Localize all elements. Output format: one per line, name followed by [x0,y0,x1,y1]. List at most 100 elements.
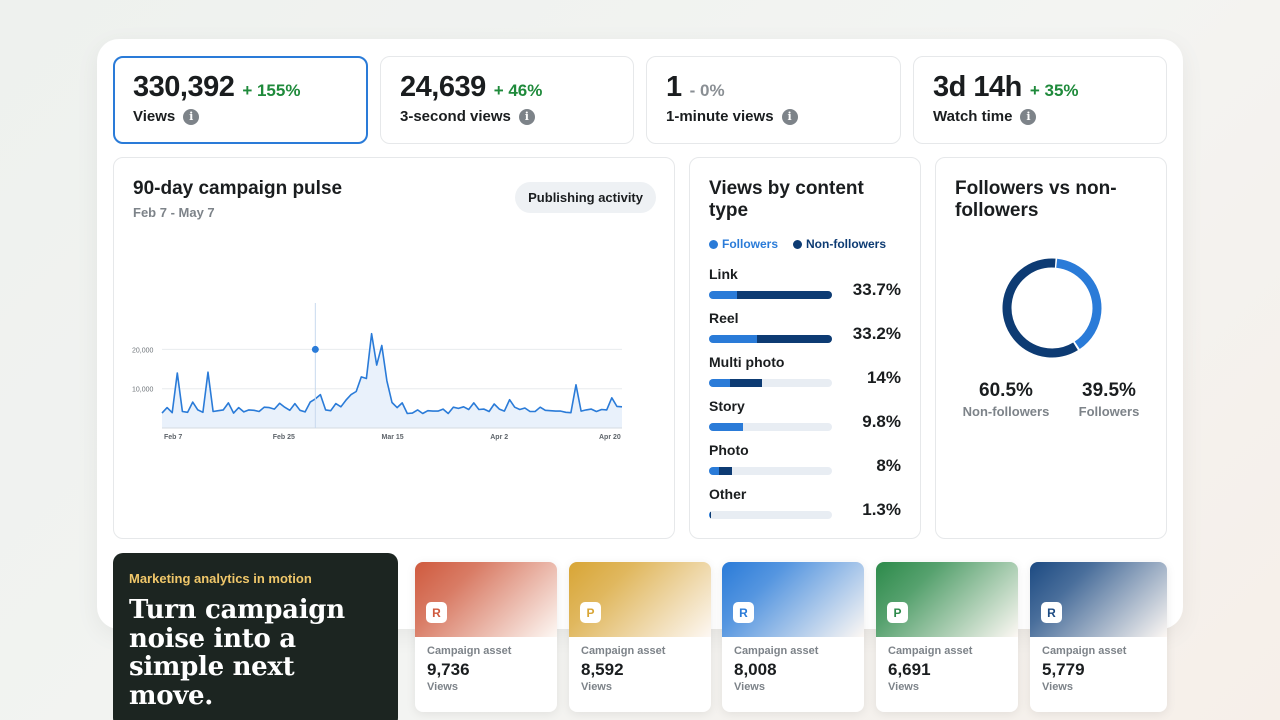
non-followers-segment [729,379,762,387]
stat-value: 60.5% [979,380,1033,401]
asset-kind: Campaign asset [888,645,973,657]
kpi-card-1-minute-views[interactable]: 1 - 0% 1-minute views i [646,56,901,144]
info-icon[interactable]: i [781,108,798,125]
content-type-row[interactable]: Story 9.8% [709,398,901,442]
kpi-label: Views [133,108,176,125]
kpi-value: 1 [666,71,682,103]
content-type-row[interactable]: Reel 33.2% [709,310,901,354]
share-bar [709,511,832,519]
content-type-panel: Views by content type Followers Non-foll… [689,157,921,539]
campaign-asset-card[interactable]: R Campaign asset 9,736 Views [415,562,557,712]
content-type-rows: Link 33.7% Reel 33.2% Multi photo 14% Story 9.8… [709,266,901,530]
asset-views-unit: Views [734,681,765,693]
asset-type-badge: R [426,602,447,623]
kpi-delta: + 35% [1029,81,1079,100]
followers-segment [709,379,730,387]
analytics-dashboard: 330,392 + 155% Views i 24,639 + 46% 3-se… [97,39,1183,629]
asset-views: 8,592 [581,660,624,679]
kpi-card-3-second-views[interactable]: 24,639 + 46% 3-second views i [380,56,634,144]
x-tick-label: Apr 20 [599,434,621,441]
info-icon[interactable]: i [518,108,535,125]
y-tick-label: 10,000 [132,387,154,394]
followers-segment [709,291,738,299]
campaign-pulse-panel: 90-day campaign pulse Feb 7 - May 7 Publ… [113,157,675,539]
asset-views: 9,736 [427,660,470,679]
x-tick-label: Mar 15 [382,434,404,441]
info-icon[interactable]: i [1020,108,1037,125]
kpi-value: 330,392 [133,71,235,103]
campaign-asset-card[interactable]: P Campaign asset 8,592 Views [569,562,711,712]
kpi-card-watch-time[interactable]: 3d 14h + 35% Watch time i [913,56,1167,144]
followers-segment [709,467,719,475]
followers-segment [709,511,711,519]
series-area [162,333,622,428]
campaign-pulse-line-chart[interactable]: 10,000 20,000 Feb 7 Feb 25 Mar 15 Apr 2 Apr 20 [132,303,652,458]
kpi-card-views[interactable]: 330,392 + 155% Views i [113,56,368,144]
stat-label: Followers [1078,404,1140,419]
content-type-row[interactable]: Photo 8% [709,442,901,486]
series-line [161,332,623,415]
chart-legend: Followers Non-followers [709,237,901,251]
content-type-row[interactable]: Multi photo 14% [709,354,901,398]
legend-label: Non-followers [806,237,887,251]
share-bar [709,291,832,299]
info-icon[interactable]: i [183,108,200,125]
publishing-activity-toggle[interactable]: Publishing activity [515,182,656,213]
followers-segment [709,335,757,343]
asset-thumbnail: P [569,562,711,637]
content-type-label: Multi photo [709,354,785,370]
asset-kind: Campaign asset [427,645,512,657]
non-followers-slice[interactable] [1002,258,1102,358]
share-bar [709,335,832,343]
asset-type-badge: P [887,602,908,623]
stat-followers: 39.5% Followers [1079,380,1140,419]
campaign-asset-card[interactable]: P Campaign asset 6,691 Views [876,562,1018,712]
non-followers-segment [756,335,832,343]
content-type-percent: 33.2% [852,324,901,343]
asset-views: 6,691 [888,660,931,679]
stat-non-followers: 60.5% Non-followers [963,380,1050,419]
campaign-asset-card[interactable]: R Campaign asset 5,779 Views [1030,562,1167,712]
content-type-percent: 1.3% [862,500,901,519]
y-tick-label: 20,000 [132,347,154,354]
content-type-row[interactable]: Link 33.7% [709,266,901,310]
donut-stats: 60.5% Non-followers 39.5% Followers [936,380,1166,419]
promo-headline: Turn campaign noise into a simple next m… [129,595,345,711]
asset-views-unit: Views [581,681,612,693]
content-type-percent: 14% [866,368,901,387]
asset-type-badge: R [733,602,754,623]
panel-title: 90-day campaign pulse [133,178,343,199]
kpi-label: Watch time [933,108,1013,125]
followers-panel: Followers vs non-followers 60.5% Non-fol… [935,157,1167,539]
asset-thumbnail: R [722,562,864,637]
followers-donut-chart[interactable] [1000,256,1104,360]
x-tick-label: Feb 25 [273,434,295,441]
promo-kicker: Marketing analytics in motion [129,571,312,586]
asset-kind: Campaign asset [1042,645,1127,657]
legend-label: Followers [722,237,779,251]
asset-thumbnail: R [1030,562,1167,637]
kpi-delta: - 0% [689,81,725,100]
asset-thumbnail: R [415,562,557,637]
kpi-value: 3d 14h [933,71,1022,103]
asset-type-badge: P [580,602,601,623]
content-type-percent: 9.8% [862,412,901,431]
x-tick-label: Apr 2 [490,434,508,441]
asset-views: 8,008 [734,660,777,679]
content-type-percent: 8% [876,456,901,475]
hover-marker[interactable] [311,345,319,353]
date-range: Feb 7 - May 7 [133,205,215,220]
followers-segment [709,423,744,431]
campaign-asset-card[interactable]: R Campaign asset 8,008 Views [722,562,864,712]
panel-title: Followers vs non-followers [955,178,1117,221]
non-followers-segment [718,467,733,475]
asset-views-unit: Views [1042,681,1073,693]
stat-label: Non-followers [962,404,1050,419]
kpi-delta: + 46% [493,81,543,100]
content-type-row[interactable]: Other 1.3% [709,486,901,530]
content-type-label: Reel [709,310,739,326]
kpi-label: 1-minute views [666,108,774,125]
asset-kind: Campaign asset [581,645,666,657]
asset-views: 5,779 [1042,660,1085,679]
promo-card: Marketing analytics in motion Turn campa… [113,553,398,720]
